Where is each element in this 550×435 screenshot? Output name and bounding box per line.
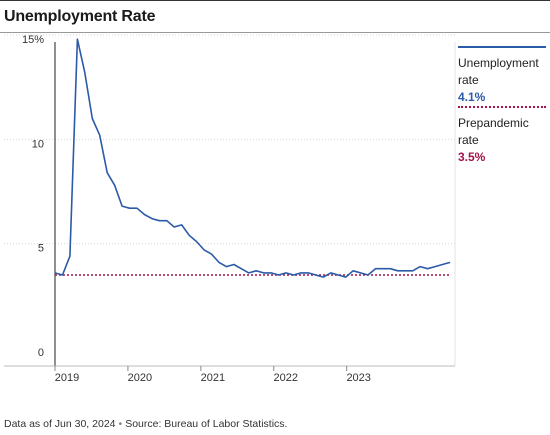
y-tick-label-15: 15%	[22, 34, 44, 46]
legend-unemployment-swatch	[458, 46, 546, 48]
legend-prepandemic-swatch	[458, 106, 546, 108]
chart-title: Unemployment Rate	[4, 8, 156, 25]
top-rule	[0, 0, 550, 1]
x-tick-label-2023: 2023	[346, 372, 370, 384]
legend-prepandemic: Prepandemic rate 3.5%	[458, 106, 550, 165]
legend-unemployment-label: Unemployment rate	[458, 56, 539, 87]
x-tick-label-2019: 2019	[55, 372, 79, 384]
legend-unemployment-value: 4.1%	[458, 90, 486, 104]
footer-note: Data as of Jun 30, 2024	[4, 418, 116, 430]
legend-prepandemic-label: Prepandemic rate	[458, 116, 529, 147]
footer-source: Source: Bureau of Labor Statistics.	[125, 418, 288, 430]
y-tick-label-0: 0	[38, 347, 44, 359]
unemployment-rate-line	[54, 38, 451, 278]
legend-unemployment: Unemployment rate 4.1%	[458, 46, 546, 105]
y-tick-label-5: 5	[38, 243, 44, 255]
x-tick-label-2022: 2022	[274, 372, 298, 384]
x-tick-label-2020: 2020	[128, 372, 152, 384]
x-tick-label-2021: 2021	[201, 372, 225, 384]
y-tick-label-10: 10	[32, 138, 44, 150]
footer: Data as of Jun 30, 2024 • Source: Bureau o…	[4, 418, 287, 430]
legend-prepandemic-value: 3.5%	[458, 150, 486, 164]
footer-separator: •	[118, 418, 123, 430]
title-rule	[0, 32, 550, 33]
